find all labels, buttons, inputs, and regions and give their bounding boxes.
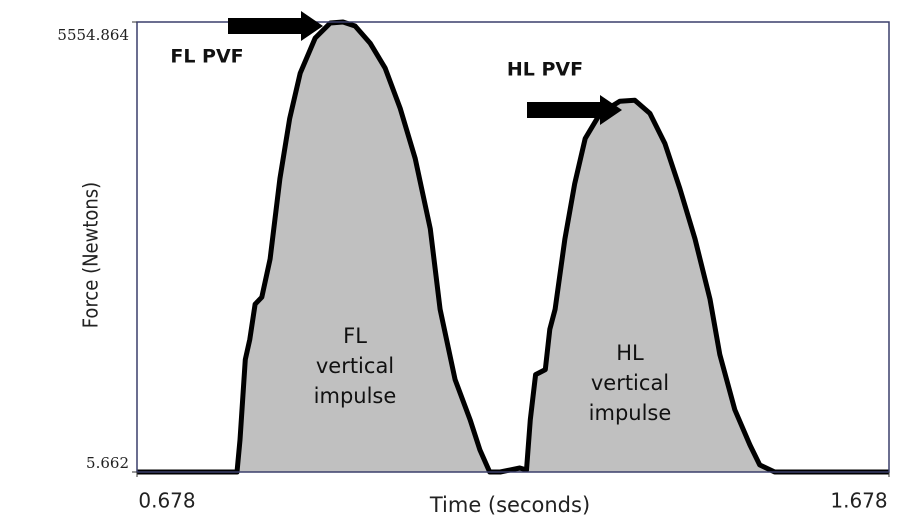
annotation: HL PVF [507,59,583,81]
y-tick-label: 5.662 [86,454,129,472]
y-axis-label: Force (Newtons) [79,182,103,328]
area-fill [137,22,889,472]
x-axis-label: Time (seconds) [429,493,590,517]
arrow-shaft [228,18,303,34]
annotation: vertical [591,371,669,395]
arrow-head [600,95,622,125]
y-tick-label: 5554.864 [57,26,129,44]
annotation: impulse [589,401,672,425]
arrow-head [301,11,323,41]
annotation: vertical [316,354,394,378]
annotation: FL [343,324,367,348]
annotation: HL [616,341,644,365]
arrow-shaft [527,102,602,118]
annotation: FL PVF [170,46,243,68]
annotation: impulse [314,384,397,408]
x-tick-label: 0.678 [138,489,195,513]
x-tick-label: 1.678 [830,489,887,513]
plot-frame [136,21,890,473]
